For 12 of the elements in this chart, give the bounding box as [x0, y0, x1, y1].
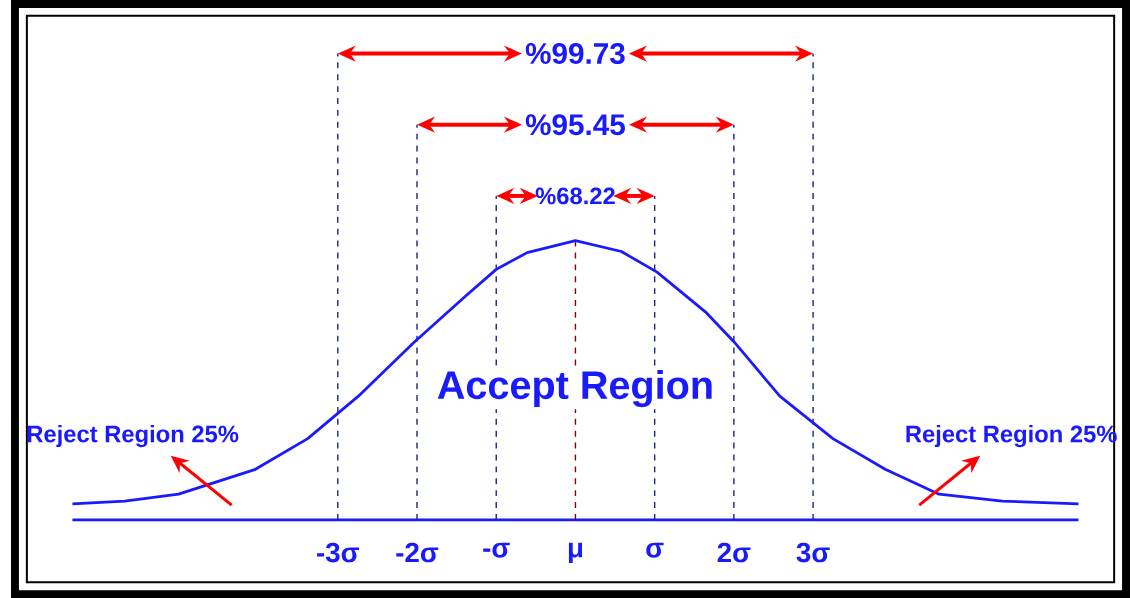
x-tick-label: -σ	[483, 542, 510, 558]
x-tick-label: 3σ	[796, 542, 830, 563]
x-tick-label: -3σ	[317, 542, 360, 563]
annotation: Accept Region	[437, 370, 712, 408]
text: %99.73	[525, 42, 625, 65]
x-tick-label: μ	[568, 542, 583, 563]
x-tick-label: σ	[646, 542, 664, 558]
text: %68.22	[535, 187, 615, 205]
x-tick-label: 2σ	[717, 542, 751, 563]
text: %95.45	[525, 114, 625, 136]
annotation: Reject Region 25%	[27, 424, 239, 448]
x-tick-label: -2σ	[396, 542, 439, 563]
